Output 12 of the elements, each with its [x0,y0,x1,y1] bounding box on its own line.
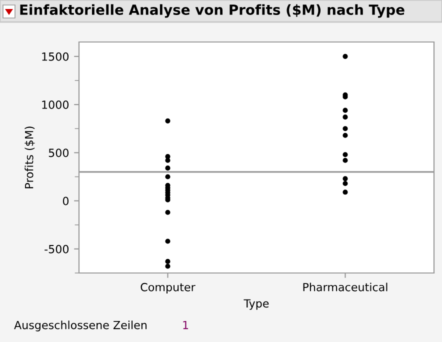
y-tick-label: 0 [62,196,69,206]
chart-title: Einfaktorielle Analyse von Profits ($M) nach Type [20,4,404,18]
y-axis-title: Profits ($M) [24,126,35,188]
y-tick-label: 1500 [42,52,69,61]
x-tick-label: Pharmaceutical [303,282,388,292]
y-tick-label: 500 [48,148,69,158]
x-axis-title: Type [244,299,269,310]
x-tick-label: Computer [140,282,196,294]
text: 1 [183,320,188,330]
y-tick-label: 1000 [42,100,69,109]
y-tick-label: -500 [44,244,69,254]
text: Ausgeschlossene Zeilen [14,320,147,332]
